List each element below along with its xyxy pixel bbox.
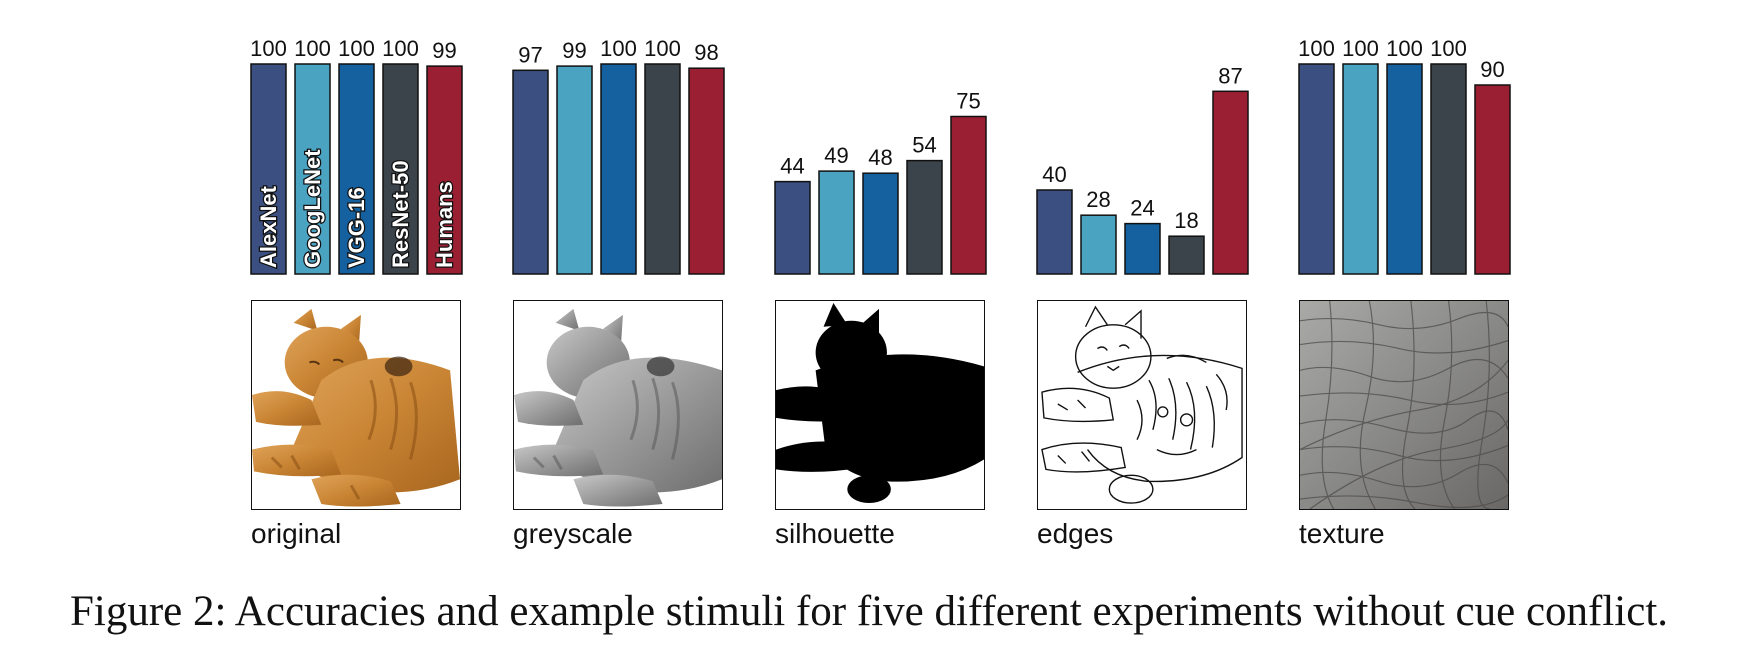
value-label-greyscale-alexnet: 97 bbox=[518, 42, 542, 67]
category-label-vgg-16: VGG-16 bbox=[344, 187, 369, 268]
value-label-texture-vgg-16: 100 bbox=[1386, 36, 1423, 61]
bar-silhouette-resnet-50 bbox=[906, 159, 943, 275]
stimulus-texture bbox=[1299, 300, 1509, 510]
value-label-silhouette-googlenet: 49 bbox=[824, 143, 848, 168]
stimulus-edges bbox=[1037, 300, 1247, 510]
value-label-greyscale-vgg-16: 100 bbox=[600, 36, 637, 61]
value-label-original-resnet-50: 100 bbox=[382, 36, 419, 61]
category-label-alexnet: AlexNet bbox=[256, 185, 281, 268]
figure-caption: Figure 2: Accuracies and example stimuli… bbox=[69, 588, 1669, 635]
value-label-edges-alexnet: 40 bbox=[1042, 162, 1066, 187]
value-label-texture-resnet-50: 100 bbox=[1430, 36, 1467, 61]
panel-label-greyscale: greyscale bbox=[513, 518, 633, 549]
value-label-texture-humans: 90 bbox=[1480, 57, 1504, 82]
category-label-humans: Humans bbox=[432, 181, 457, 268]
bar-charts: 100 AlexNet 100 GoogLeNet 100 VGG-16 100 ResNet… bbox=[250, 36, 1511, 275]
bar-greyscale-resnet-50 bbox=[644, 63, 681, 275]
bar-texture-resnet-50 bbox=[1430, 63, 1467, 275]
bar-edges-alexnet bbox=[1036, 189, 1073, 275]
bar-texture-vgg-16 bbox=[1386, 63, 1423, 275]
value-label-silhouette-humans: 75 bbox=[956, 89, 980, 114]
value-label-original-humans: 99 bbox=[432, 38, 456, 63]
bar-texture-humans bbox=[1474, 84, 1511, 275]
bar-edges-humans bbox=[1212, 90, 1249, 275]
value-label-edges-humans: 87 bbox=[1218, 63, 1242, 88]
value-label-original-alexnet: 100 bbox=[250, 36, 287, 61]
bar-silhouette-vgg-16 bbox=[862, 172, 899, 275]
bar-silhouette-googlenet bbox=[818, 170, 855, 275]
value-label-greyscale-humans: 98 bbox=[694, 40, 718, 65]
value-label-original-googlenet: 100 bbox=[294, 36, 331, 61]
bar-greyscale-vgg-16 bbox=[600, 63, 637, 275]
bar-original-vgg-16 bbox=[338, 63, 375, 275]
bar-edges-googlenet bbox=[1080, 214, 1117, 275]
cat-silhouette-icon bbox=[776, 302, 984, 504]
elephant-skin-texture-icon bbox=[1300, 301, 1508, 509]
panel-label-texture: texture bbox=[1299, 518, 1385, 549]
panel-label-edges: edges bbox=[1037, 518, 1114, 549]
bar-original-alexnet bbox=[250, 63, 287, 275]
bar-greyscale-alexnet bbox=[512, 69, 549, 275]
value-label-texture-alexnet: 100 bbox=[1298, 36, 1335, 61]
category-label-googlenet: GoogLeNet bbox=[300, 149, 325, 268]
value-label-edges-googlenet: 28 bbox=[1086, 187, 1110, 212]
stimulus-silhouette bbox=[775, 300, 985, 510]
bar-edges-resnet-50 bbox=[1168, 235, 1205, 275]
value-label-greyscale-resnet-50: 100 bbox=[644, 36, 681, 61]
bar-original-googlenet bbox=[294, 63, 331, 275]
value-label-texture-googlenet: 100 bbox=[1342, 36, 1379, 61]
bar-greyscale-googlenet bbox=[556, 65, 593, 275]
stimulus-original bbox=[251, 300, 461, 510]
cat-greyscale-photo-icon bbox=[514, 308, 722, 507]
value-label-edges-vgg-16: 24 bbox=[1130, 196, 1154, 221]
bar-silhouette-alexnet bbox=[774, 180, 811, 275]
value-label-silhouette-alexnet: 44 bbox=[780, 154, 804, 179]
value-label-greyscale-googlenet: 99 bbox=[562, 38, 586, 63]
value-label-edges-resnet-50: 18 bbox=[1174, 208, 1198, 233]
cat-photo-icon bbox=[252, 308, 460, 507]
panel-label-silhouette: silhouette bbox=[775, 518, 895, 549]
bar-original-humans bbox=[426, 65, 463, 275]
panel-label-original: original bbox=[251, 518, 342, 549]
value-label-silhouette-resnet-50: 54 bbox=[912, 133, 936, 158]
value-label-silhouette-vgg-16: 48 bbox=[868, 145, 892, 170]
bar-texture-alexnet bbox=[1298, 63, 1335, 275]
bar-edges-vgg-16 bbox=[1124, 222, 1161, 275]
category-label-resnet-50: ResNet-50 bbox=[388, 160, 413, 268]
value-label-original-vgg-16: 100 bbox=[338, 36, 375, 61]
bar-greyscale-humans bbox=[688, 67, 725, 275]
cat-edge-drawing-icon bbox=[1041, 305, 1243, 504]
stimulus-greyscale bbox=[513, 300, 723, 510]
bar-texture-googlenet bbox=[1342, 63, 1379, 275]
bar-silhouette-humans bbox=[950, 115, 987, 275]
bar-original-resnet-50 bbox=[382, 63, 419, 275]
